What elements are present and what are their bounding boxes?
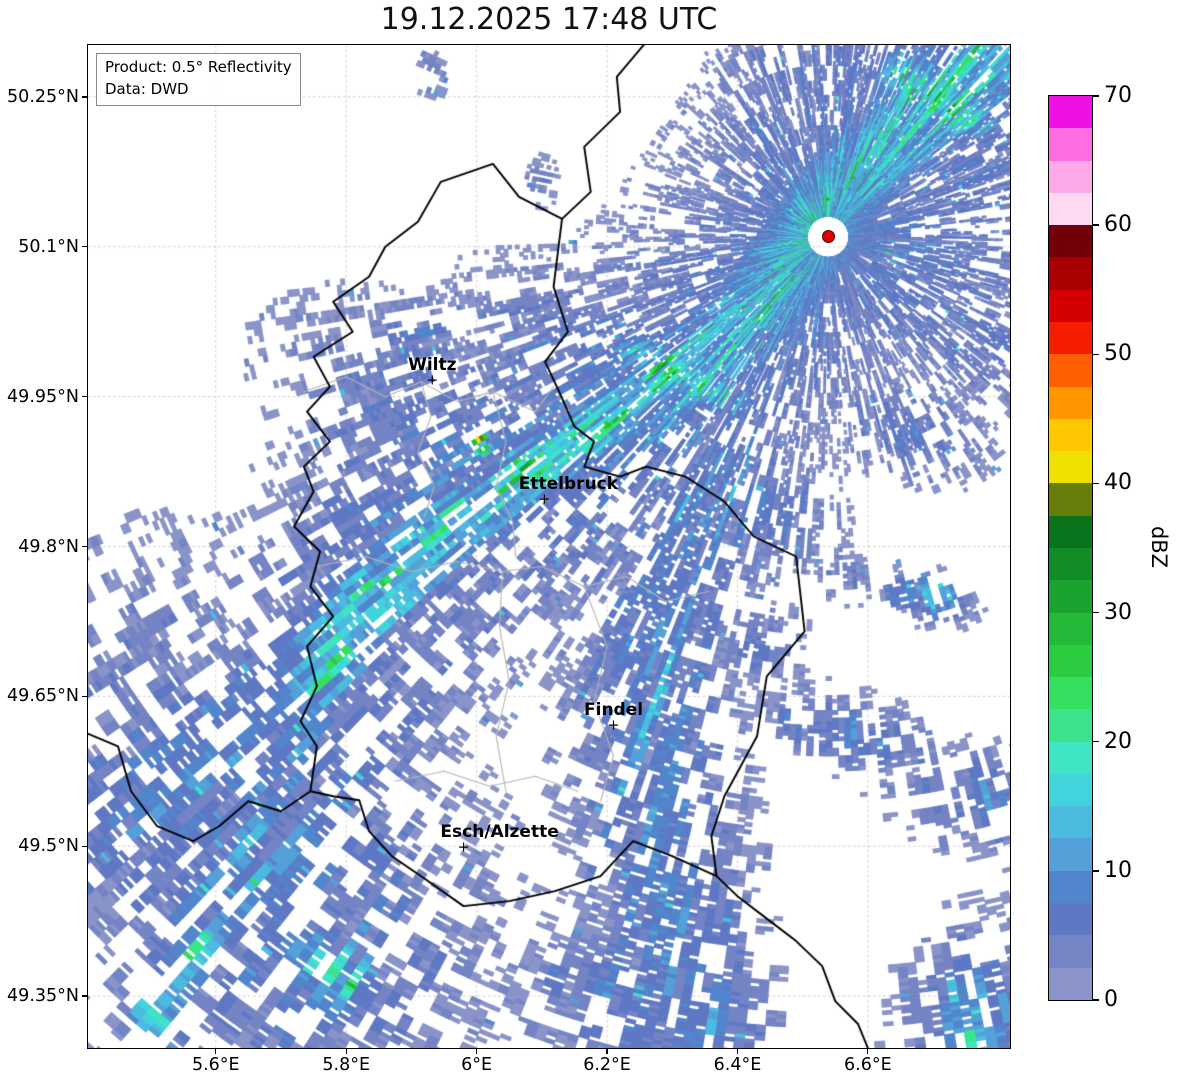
city-label: Esch/Alzette	[440, 822, 559, 843]
x-tick-label: 6.6°E	[844, 1055, 892, 1075]
y-tick-mark	[82, 246, 87, 248]
product-label: Product: 0.5° Reflectivity	[105, 58, 292, 76]
colorbar-segment	[1049, 515, 1092, 548]
colorbar-segment	[1049, 741, 1092, 774]
colorbar-segment	[1049, 547, 1092, 581]
colorbar-segment	[1049, 96, 1092, 129]
colorbar-segment	[1049, 418, 1092, 452]
radar-site-marker	[821, 230, 835, 244]
city-marker: +	[457, 839, 470, 856]
x-tick-label: 5.6°E	[191, 1055, 240, 1075]
colorbar-segment	[1049, 483, 1092, 516]
y-tick-label: 49.95°N	[7, 386, 79, 407]
colorbar-tick-label: 40	[1104, 470, 1132, 496]
data-source-label: Data: DWD	[105, 79, 189, 98]
y-tick-label: 49.5°N	[18, 836, 79, 857]
y-tick-label: 50.25°N	[7, 86, 79, 107]
colorbar-tick-mark	[1093, 353, 1099, 355]
x-tick-mark	[215, 1049, 217, 1054]
x-tick-mark	[736, 1049, 739, 1054]
colorbar-tick-label: 60	[1104, 212, 1132, 238]
product-info-box: Product: 0.5° Reflectivity Data: DWD	[96, 53, 301, 106]
colorbar-segment	[1049, 451, 1092, 484]
x-tick-mark	[867, 1049, 869, 1054]
colorbar-segment	[1049, 160, 1092, 193]
x-tick-label: 6.2°E	[583, 1055, 631, 1075]
colorbar-tick-label: 70	[1104, 83, 1132, 108]
colorbar-tick-mark	[1093, 611, 1099, 614]
colorbar-segment	[1049, 903, 1092, 936]
colorbar-tick-mark	[1093, 482, 1099, 485]
colorbar-segment	[1049, 580, 1092, 613]
y-tick-label: 49.35°N	[7, 986, 79, 1007]
y-tick-label: 50.1°N	[18, 236, 79, 257]
colorbar-segment	[1049, 354, 1092, 387]
x-tick-mark	[476, 1049, 478, 1054]
colorbar-tick-label: 10	[1104, 857, 1132, 883]
colorbar-segment	[1049, 935, 1092, 968]
map-plot-area: + Wiltz + Ettelbruck + Findel + Esch/Alzette Pr…	[87, 44, 1011, 1049]
colorbar-swatches	[1049, 96, 1092, 1000]
x-tick-mark	[606, 1049, 608, 1054]
colorbar-tick-mark	[1093, 741, 1099, 743]
colorbar-segment	[1049, 257, 1092, 290]
city-marker: +	[426, 372, 439, 389]
colorbar-tick-label: 50	[1104, 341, 1132, 367]
colorbar-segment	[1049, 644, 1092, 678]
x-tick-label: 6.4°E	[713, 1055, 762, 1075]
y-tick-mark	[82, 96, 87, 98]
colorbar	[1048, 95, 1093, 1001]
colorbar-segment	[1049, 289, 1092, 322]
colorbar-tick-mark	[1093, 870, 1099, 872]
colorbar-axis-label: dBZ	[1147, 525, 1171, 569]
colorbar-segment	[1049, 709, 1092, 742]
colorbar-segment	[1049, 386, 1092, 419]
colorbar-tick-label: 0	[1104, 987, 1118, 1012]
colorbar-tick-mark	[1093, 999, 1099, 1001]
colorbar-segment	[1049, 806, 1092, 839]
colorbar-segment	[1049, 321, 1092, 355]
y-tick-label: 49.8°N	[18, 536, 79, 557]
y-tick-mark	[82, 845, 87, 847]
colorbar-segment	[1049, 225, 1092, 258]
colorbar-segment	[1049, 677, 1092, 710]
city-label: Ettelbruck	[518, 473, 619, 494]
colorbar-segment	[1049, 773, 1092, 807]
y-tick-label: 49.65°N	[7, 686, 79, 707]
x-tick-label: 5.8°E	[322, 1055, 371, 1075]
y-tick-mark	[82, 396, 87, 398]
colorbar-segment	[1049, 192, 1092, 226]
y-tick-mark	[82, 995, 87, 997]
figure-title: 19.12.2025 17:48 UTC	[380, 2, 718, 37]
city-label: Findel	[584, 700, 644, 721]
y-tick-mark	[82, 695, 87, 697]
city-label: Wiltz	[408, 354, 457, 375]
colorbar-tick-mark	[1093, 224, 1099, 226]
city-marker: +	[607, 718, 620, 735]
y-tick-mark	[82, 545, 87, 548]
x-tick-label: 6°E	[461, 1055, 493, 1075]
colorbar-tick-label: 20	[1104, 728, 1132, 754]
colorbar-tick-label: 30	[1104, 599, 1132, 625]
colorbar-tick-mark	[1093, 95, 1099, 97]
colorbar-segment	[1049, 967, 1092, 1000]
colorbar-segment	[1049, 128, 1092, 161]
radar-map-canvas	[88, 45, 1010, 1048]
city-marker: +	[538, 491, 551, 508]
colorbar-segment	[1049, 838, 1092, 871]
x-tick-mark	[345, 1049, 347, 1054]
colorbar-segment	[1049, 870, 1092, 904]
colorbar-segment	[1049, 612, 1092, 645]
